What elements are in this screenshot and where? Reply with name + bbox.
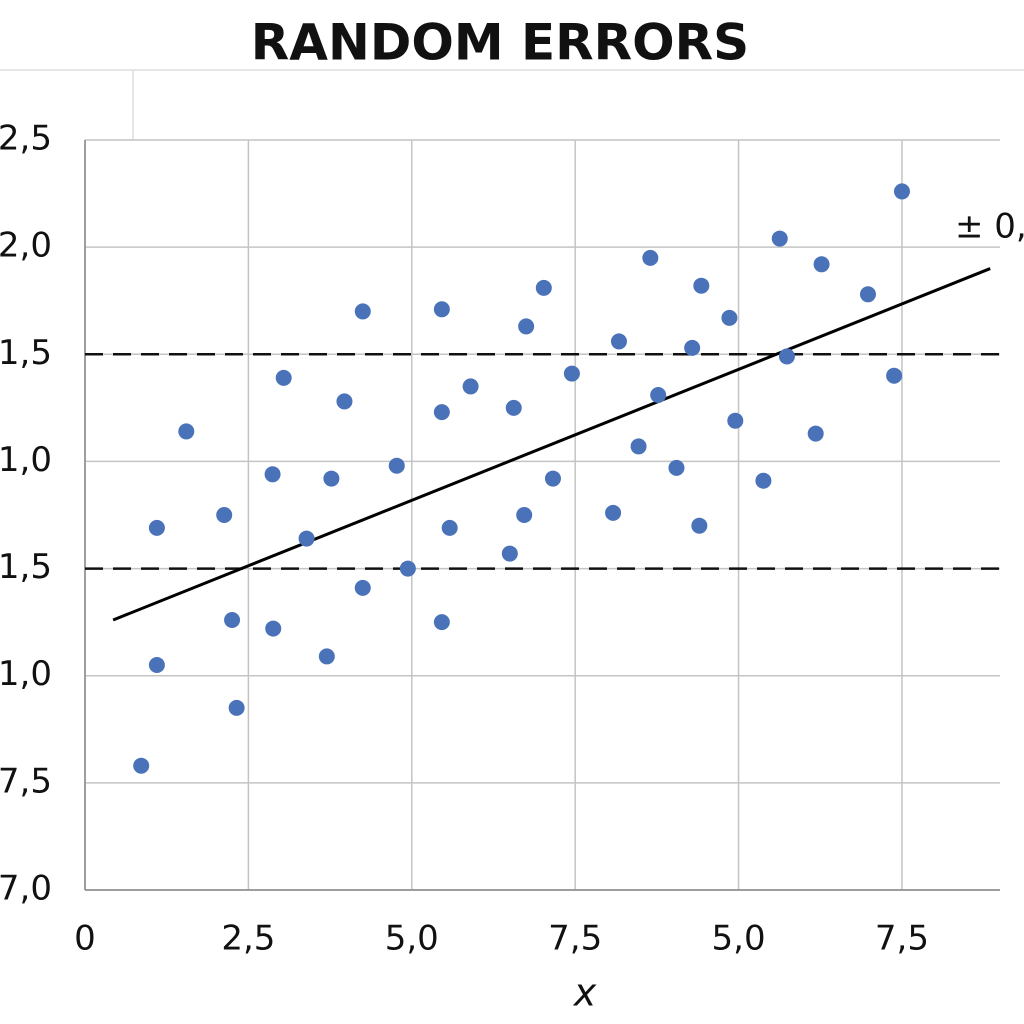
data-point bbox=[771, 230, 788, 247]
y-tick-label: 2,5 bbox=[0, 119, 52, 159]
data-point bbox=[264, 466, 281, 483]
data-point bbox=[807, 425, 824, 442]
data-point bbox=[693, 277, 710, 294]
data-point bbox=[610, 333, 627, 350]
data-point bbox=[859, 286, 876, 303]
data-point bbox=[275, 369, 292, 386]
data-point bbox=[399, 560, 416, 577]
data-point bbox=[323, 470, 340, 487]
annotation: ± 0, bbox=[955, 207, 1024, 247]
y-tick-label: 2,0 bbox=[0, 226, 52, 266]
data-point bbox=[298, 530, 315, 547]
data-point bbox=[178, 423, 195, 440]
data-point bbox=[318, 648, 335, 665]
x-tick-label: 7,5 bbox=[548, 919, 602, 959]
data-point bbox=[433, 404, 450, 421]
data-point bbox=[778, 348, 795, 365]
data-point bbox=[265, 620, 282, 637]
data-point bbox=[354, 303, 371, 320]
data-point bbox=[535, 279, 552, 296]
data-point bbox=[684, 339, 701, 356]
data-point bbox=[544, 470, 561, 487]
x-tick-label: 2,5 bbox=[221, 919, 275, 959]
data-point bbox=[216, 507, 233, 523]
data-point bbox=[893, 183, 910, 200]
data-point bbox=[605, 504, 622, 521]
fit-line bbox=[112, 267, 991, 622]
data-point bbox=[228, 699, 245, 716]
data-point bbox=[691, 517, 708, 534]
data-point bbox=[630, 438, 647, 455]
y-tick-label: 1,0 bbox=[0, 654, 52, 694]
data-point bbox=[441, 519, 458, 536]
data-point bbox=[501, 545, 518, 562]
data-point bbox=[505, 399, 522, 416]
data-point bbox=[224, 612, 241, 628]
data-point bbox=[650, 387, 667, 403]
data-point bbox=[813, 256, 830, 273]
x-tick-label: 5,0 bbox=[712, 919, 766, 959]
y-tick-label: 1,5 bbox=[0, 547, 52, 587]
data-point bbox=[516, 507, 533, 523]
x-tick-label: 7,5 bbox=[875, 919, 929, 959]
y-tick-label: 7,5 bbox=[0, 761, 52, 801]
data-point bbox=[133, 757, 150, 774]
data-point bbox=[433, 614, 450, 631]
x-tick-label: 5,0 bbox=[385, 919, 439, 959]
x-axis-label: x bbox=[573, 971, 597, 1015]
data-point bbox=[563, 365, 580, 382]
y-tick-label: 7,0 bbox=[0, 869, 52, 909]
data-point bbox=[336, 393, 353, 410]
data-point bbox=[433, 301, 450, 318]
data-point bbox=[886, 367, 903, 384]
data-point bbox=[354, 579, 371, 596]
x-tick-label: 0 bbox=[74, 919, 96, 959]
data-point bbox=[462, 378, 479, 395]
data-point bbox=[727, 412, 744, 429]
data-point bbox=[148, 519, 165, 536]
data-point bbox=[755, 472, 772, 489]
y-tick-label: 1,5 bbox=[0, 333, 52, 373]
data-point bbox=[148, 657, 165, 673]
chart-title: RANDOM ERRORS bbox=[251, 14, 749, 72]
y-tick-label: 1,0 bbox=[0, 440, 52, 480]
data-point bbox=[518, 318, 535, 335]
data-point bbox=[668, 459, 685, 476]
data-point bbox=[642, 249, 659, 266]
data-point bbox=[721, 309, 738, 326]
data-point bbox=[388, 457, 405, 474]
